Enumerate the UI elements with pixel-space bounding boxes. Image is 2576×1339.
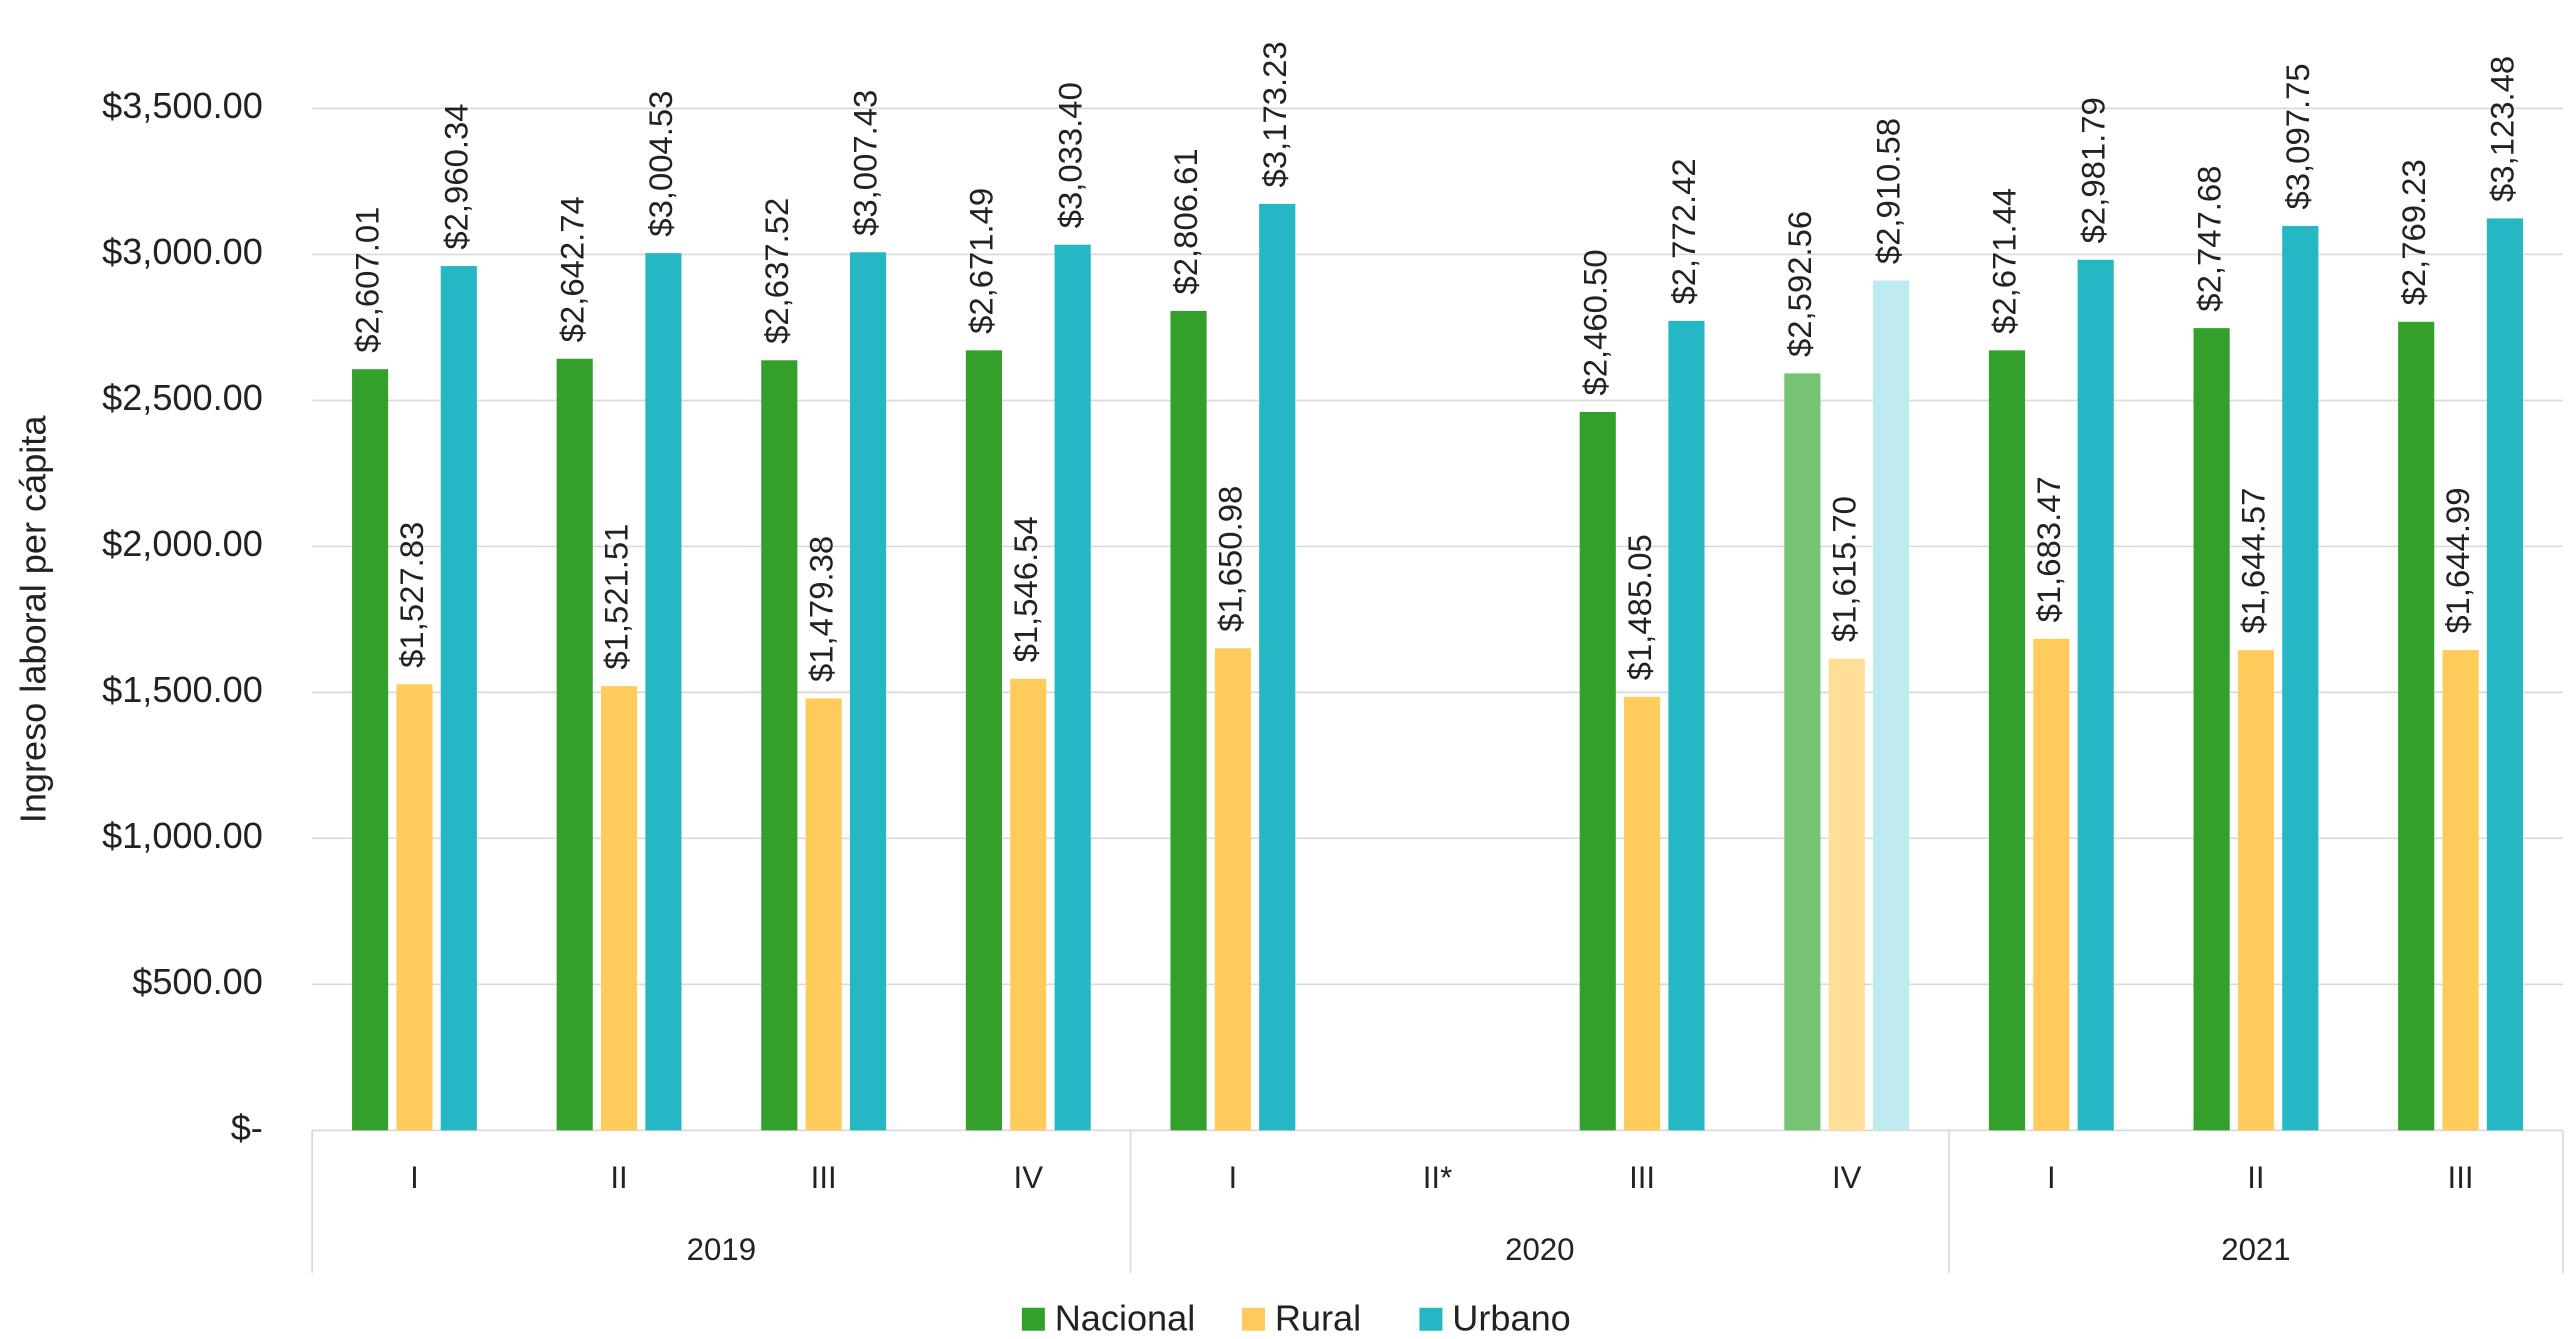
- y-tick-label: $2,000.00: [102, 523, 263, 564]
- bar: [1624, 696, 1661, 1131]
- value-label: $3,007.43: [847, 90, 884, 236]
- value-label: $2,592.56: [1781, 211, 1818, 357]
- bar: [1668, 320, 1705, 1131]
- legend-label: Urbano: [1452, 1297, 1570, 1338]
- x-tick-label: I: [1229, 1160, 1238, 1195]
- bar: [2237, 650, 2275, 1131]
- bar: [849, 252, 887, 1131]
- bar: [2193, 328, 2230, 1131]
- bar: [761, 360, 798, 1131]
- bar: [965, 350, 1002, 1131]
- bar: [352, 369, 389, 1131]
- x-tick-label: IV: [1832, 1160, 1862, 1195]
- y-tick-label: $1,500.00: [102, 669, 263, 710]
- value-label: $2,772.42: [1665, 158, 1702, 304]
- y-tick-label: $2,500.00: [102, 377, 263, 418]
- bar: [645, 253, 682, 1131]
- value-label: $2,806.61: [1167, 148, 1204, 294]
- value-label: $1,644.57: [2235, 488, 2272, 634]
- value-label: $2,642.74: [553, 196, 590, 342]
- bar: [396, 684, 433, 1131]
- legend-label: Rural: [1275, 1297, 1361, 1338]
- value-label: $3,004.53: [642, 91, 679, 237]
- bar: [1579, 411, 1616, 1131]
- x-tick-label: III: [811, 1160, 837, 1195]
- bar: [1170, 310, 1207, 1131]
- bar: [556, 358, 593, 1131]
- value-label: $2,981.79: [2074, 97, 2111, 243]
- bar: [2398, 321, 2435, 1131]
- bar: [1988, 350, 2026, 1131]
- bar: [2282, 225, 2319, 1131]
- bar: [805, 698, 842, 1131]
- group-label: 2019: [687, 1232, 756, 1267]
- x-tick-label: II*: [1423, 1160, 1452, 1195]
- y-tick-label: $500.00: [132, 961, 263, 1002]
- value-label: $2,671.44: [1986, 188, 2023, 334]
- legend-label: Nacional: [1055, 1297, 1196, 1338]
- value-label: $1,485.05: [1621, 534, 1658, 680]
- value-label: $1,521.51: [598, 524, 635, 670]
- y-tick-label: $1,000.00: [102, 815, 263, 856]
- value-label: $2,637.52: [758, 198, 795, 344]
- bar: [1259, 203, 1296, 1131]
- y-axis-title: Ingreso laboral per cápita: [13, 415, 54, 824]
- x-tick-label: III: [2448, 1160, 2474, 1195]
- value-label: $2,607.01: [349, 207, 386, 353]
- bar: [600, 686, 638, 1131]
- value-label: $2,747.68: [2190, 166, 2227, 312]
- value-label: $3,173.23: [1256, 41, 1293, 187]
- value-label: $3,123.48: [2484, 56, 2521, 202]
- value-label: $2,671.49: [963, 188, 1000, 334]
- y-tick-label: $-: [231, 1107, 263, 1148]
- x-tick-label: III: [1629, 1160, 1655, 1195]
- legend-swatch: [1021, 1307, 1045, 1331]
- bar: [1828, 658, 1865, 1131]
- x-tick-label: IV: [1014, 1160, 1044, 1195]
- value-label: $1,615.70: [1825, 496, 1862, 642]
- bar: [2077, 259, 2114, 1131]
- legend-swatch: [1419, 1307, 1443, 1331]
- value-label: $3,033.40: [1051, 82, 1088, 228]
- bar: [1054, 244, 1091, 1131]
- group-label: 2020: [1505, 1232, 1574, 1267]
- value-label: $1,479.38: [802, 536, 839, 682]
- value-label: $2,960.34: [437, 103, 474, 249]
- legend-swatch: [1242, 1307, 1265, 1331]
- value-label: $3,097.75: [2279, 63, 2316, 209]
- bar: [2442, 650, 2479, 1131]
- value-label: $2,769.23: [2395, 159, 2432, 305]
- group-label: 2021: [2221, 1232, 2290, 1267]
- bar: [1214, 648, 1251, 1131]
- value-label: $1,644.99: [2439, 487, 2476, 633]
- value-label: $1,546.54: [1007, 516, 1044, 662]
- value-label: $1,683.47: [2030, 476, 2067, 622]
- x-tick-label: II: [2247, 1160, 2264, 1195]
- bar: [1873, 280, 1910, 1131]
- value-label: $1,650.98: [1212, 486, 1249, 632]
- y-tick-label: $3,000.00: [102, 231, 263, 272]
- value-label: $1,527.83: [393, 522, 430, 668]
- x-tick-label: II: [610, 1160, 627, 1195]
- bar: [2486, 218, 2523, 1131]
- bar: [2033, 638, 2070, 1131]
- x-tick-label: I: [2047, 1160, 2056, 1195]
- value-label: $2,910.58: [1870, 118, 1907, 264]
- y-tick-label: $3,500.00: [102, 85, 263, 126]
- bar: [1010, 678, 1047, 1131]
- bar: [440, 266, 477, 1131]
- bar: [1784, 373, 1821, 1131]
- x-tick-label: I: [410, 1160, 419, 1195]
- value-label: $2,460.50: [1576, 249, 1613, 395]
